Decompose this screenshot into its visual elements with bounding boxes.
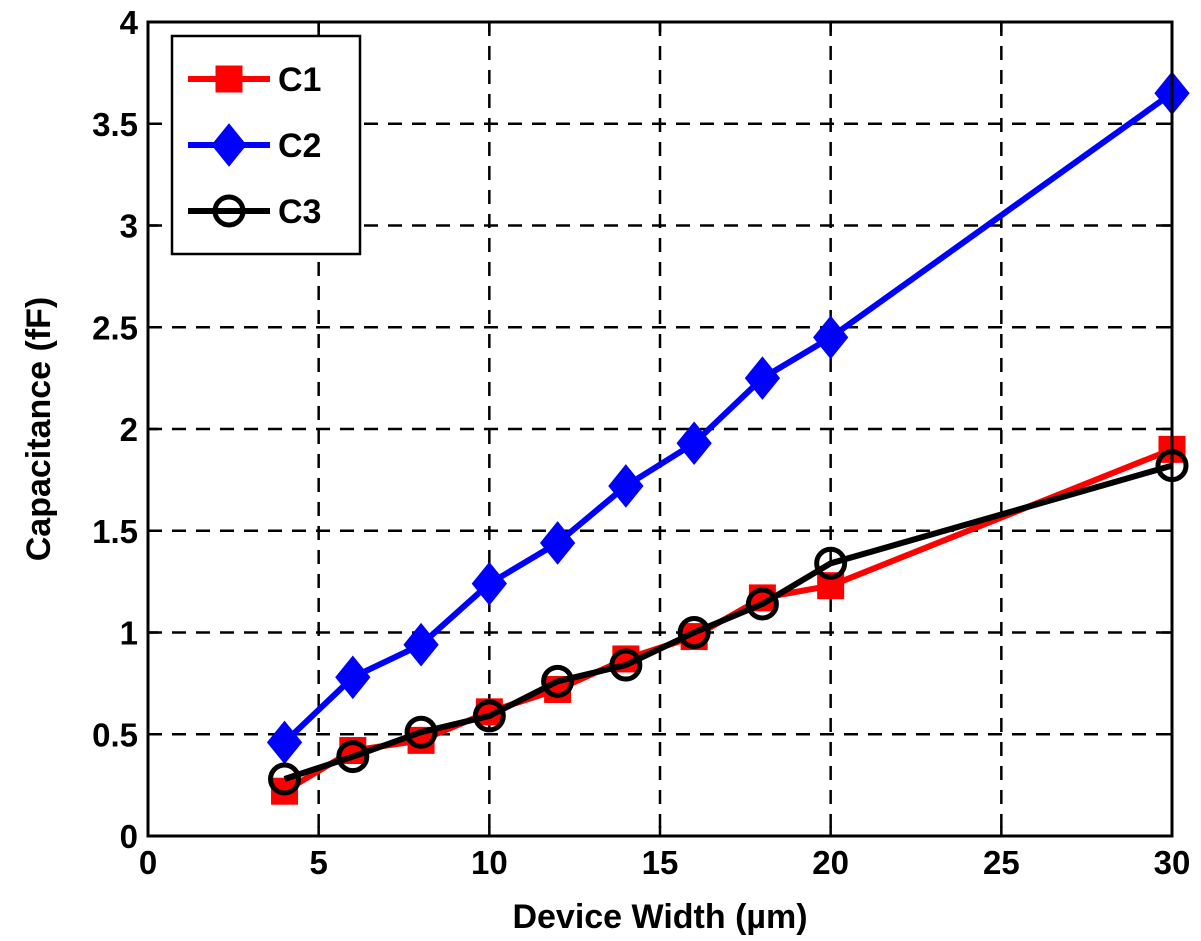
y-tick-label: 1: [120, 615, 138, 652]
x-axis-label: Device Width (µm): [512, 898, 807, 936]
legend-marker-c2: [211, 123, 247, 167]
y-tick-label: 0.5: [92, 716, 138, 753]
series-c3: [268, 449, 1189, 796]
data-series: [266, 71, 1190, 805]
data-point-c3: [472, 699, 506, 733]
legend-label: C2: [278, 127, 321, 165]
x-tick-label: 15: [642, 844, 679, 881]
data-point-c3: [609, 648, 643, 682]
data-point-c2: [335, 655, 371, 700]
series-line-c3: [283, 462, 1173, 782]
data-point-c3: [814, 546, 848, 580]
x-tick-label: 0: [139, 844, 157, 881]
legend-label: C1: [278, 61, 321, 99]
data-point-c3: [745, 587, 779, 621]
y-tick-label: 1.5: [92, 513, 138, 550]
y-tick-label: 0: [120, 818, 138, 855]
data-point-c2: [744, 356, 781, 400]
y-tick-label: 3: [120, 208, 138, 245]
data-point-c2: [539, 521, 576, 565]
x-tick-label: 30: [1154, 844, 1191, 881]
data-point-c2: [471, 561, 507, 606]
series-line-c2: [282, 90, 1174, 745]
data-point-c2: [403, 622, 439, 667]
data-point-c3: [541, 664, 575, 698]
data-point-c3: [268, 762, 302, 796]
series-c2: [266, 71, 1190, 765]
y-tick-label: 2: [120, 411, 138, 448]
data-point-c2: [608, 464, 644, 508]
axis-ticks: 0 5 10 15 20 25 30 0 0.5 1 1.5 2 2.5 3 3.5 4: [92, 4, 1190, 881]
data-point-c3: [404, 715, 438, 749]
y-tick-label: 4: [120, 4, 139, 41]
legend-marker-c1: [215, 65, 243, 93]
data-point-c2: [676, 421, 712, 466]
y-tick-label: 3.5: [92, 106, 138, 143]
x-tick-label: 5: [309, 844, 327, 881]
data-point-c2: [813, 315, 849, 360]
data-point-c3: [336, 740, 370, 774]
y-tick-label: 2.5: [92, 309, 138, 346]
legend-item-c3: C3: [188, 193, 321, 231]
legend-item-c2: C2: [188, 123, 321, 167]
data-point-c3: [677, 616, 711, 649]
legend-label: C3: [278, 193, 321, 231]
y-axis-label: Capacitance (fF): [20, 297, 58, 562]
x-tick-label: 25: [983, 844, 1020, 881]
legend-marker-c3: [212, 194, 246, 228]
legend-item-c1: C1: [188, 61, 321, 99]
legend: C1 C2 C3: [170, 34, 362, 256]
x-tick-label: 20: [812, 844, 849, 881]
x-tick-label: 10: [471, 844, 508, 881]
